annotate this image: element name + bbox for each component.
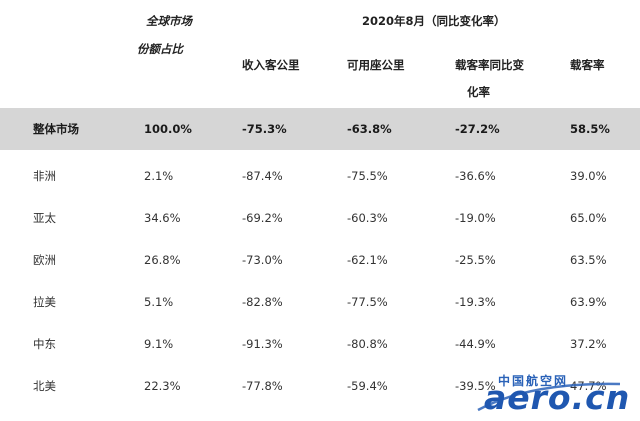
cell-share: 2.1% — [144, 169, 174, 183]
cell-region: 整体市场 — [33, 122, 79, 136]
cell-lf-change: -25.5% — [455, 253, 496, 267]
cell-ask: -63.8% — [347, 122, 392, 136]
table-row-total: 整体市场 100.0% -75.3% -63.8% -27.2% 58.5% — [0, 108, 640, 150]
cell-lf: 58.5% — [570, 122, 610, 136]
cell-lf: 47.7% — [570, 379, 607, 393]
aero-cn-watermark-logo: 中国航空网 aero.cn — [470, 370, 640, 420]
cell-rpk: -73.0% — [242, 253, 283, 267]
cell-rpk: -69.2% — [242, 211, 283, 225]
cell-lf: 63.9% — [570, 295, 607, 309]
table-row: 拉美 5.1% -82.8% -77.5% -19.3% 63.9% — [0, 281, 640, 323]
table-row: 北美 22.3% -77.8% -59.4% -39.5% 47.7% — [0, 365, 640, 407]
cell-region: 中东 — [33, 337, 56, 351]
table-row: 亚太 34.6% -69.2% -60.3% -19.0% 65.0% — [0, 197, 640, 239]
header-col-rpk: 收入客公里 — [242, 58, 300, 72]
cell-lf: 37.2% — [570, 337, 607, 351]
table-row: 欧洲 26.8% -73.0% -62.1% -25.5% 63.5% — [0, 239, 640, 281]
cell-share: 22.3% — [144, 379, 181, 393]
cell-rpk: -77.8% — [242, 379, 283, 393]
total-row-background — [0, 108, 640, 150]
cell-rpk: -82.8% — [242, 295, 283, 309]
header-col-ask: 可用座公里 — [347, 58, 405, 72]
cell-ask: -80.8% — [347, 337, 388, 351]
cell-lf-change: -19.3% — [455, 295, 496, 309]
cell-rpk: -91.3% — [242, 337, 283, 351]
cell-ask: -77.5% — [347, 295, 388, 309]
cell-region: 拉美 — [33, 295, 56, 309]
header-period: 2020年8月（同比变化率） — [362, 14, 506, 28]
cell-region: 非洲 — [33, 169, 56, 183]
cell-ask: -75.5% — [347, 169, 388, 183]
cell-region: 北美 — [33, 379, 56, 393]
cell-lf-change: -19.0% — [455, 211, 496, 225]
cell-rpk: -75.3% — [242, 122, 287, 136]
cell-rpk: -87.4% — [242, 169, 283, 183]
cell-share: 100.0% — [144, 122, 192, 136]
cell-lf-change: -36.6% — [455, 169, 496, 183]
cell-region: 欧洲 — [33, 253, 56, 267]
cell-ask: -62.1% — [347, 253, 388, 267]
cell-region: 亚太 — [33, 211, 56, 225]
cell-share: 5.1% — [144, 295, 174, 309]
watermark-en-text: aero.cn — [484, 378, 631, 417]
watermark-cn-text: 中国航空网 — [498, 374, 569, 388]
cell-ask: -59.4% — [347, 379, 388, 393]
cell-share: 26.8% — [144, 253, 181, 267]
cell-share: 34.6% — [144, 211, 181, 225]
cell-ask: -60.3% — [347, 211, 388, 225]
header-col-lf-change-line2: 化率 — [467, 85, 490, 99]
cell-lf: 39.0% — [570, 169, 607, 183]
cell-lf-change: -44.9% — [455, 337, 496, 351]
table-row: 非洲 2.1% -87.4% -75.5% -36.6% 39.0% — [0, 155, 640, 197]
header-share-top: 全球市场 — [146, 14, 192, 28]
header-col-lf-change: 载客率同比变 — [455, 58, 524, 72]
cell-share: 9.1% — [144, 337, 174, 351]
cell-lf-change: -27.2% — [455, 122, 500, 136]
cell-lf-change: -39.5% — [455, 379, 496, 393]
cell-lf: 65.0% — [570, 211, 607, 225]
cell-lf: 63.5% — [570, 253, 607, 267]
table-row: 中东 9.1% -91.3% -80.8% -44.9% 37.2% — [0, 323, 640, 365]
swoosh-icon — [477, 382, 621, 412]
header-share-bottom: 份额占比 — [137, 42, 183, 56]
header-col-lf: 载客率 — [570, 58, 605, 72]
